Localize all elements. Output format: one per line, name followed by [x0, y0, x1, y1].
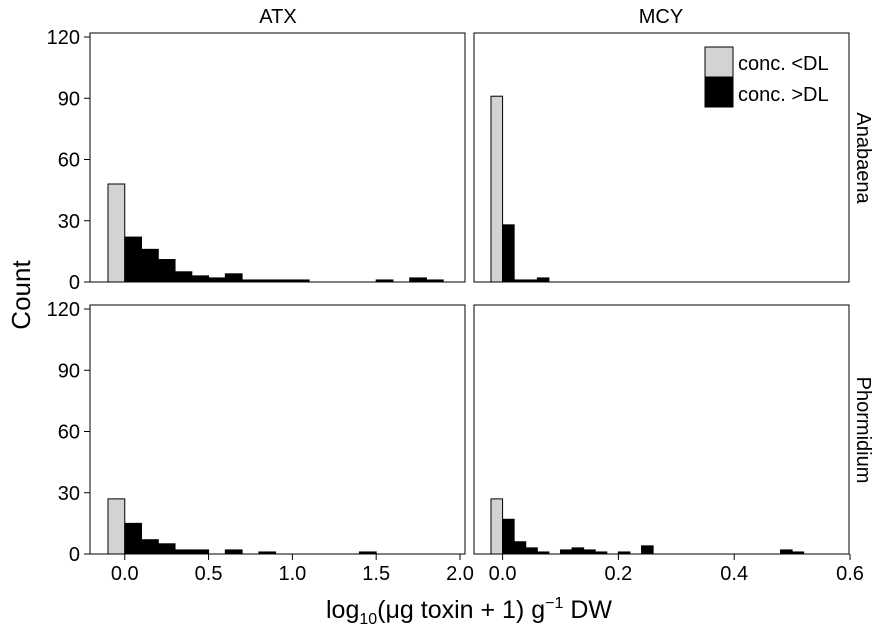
bar-above-dl-atx-phormidium — [124, 522, 143, 555]
panel-frame-mcy-anabaena — [473, 32, 850, 283]
panel-frame-mcy-phormidium — [473, 304, 850, 555]
x-axis-label-superscript: −1 — [545, 595, 563, 612]
bar-above-dl-atx-anabaena — [157, 259, 176, 283]
x-axis-label-middle: (μg toxin + 1) g — [377, 596, 545, 624]
bar-above-dl-atx-anabaena — [174, 271, 193, 283]
bar-above-dl-atx-phormidium — [141, 539, 159, 555]
bar-above-dl-atx-anabaena — [425, 279, 444, 283]
x-tick-label: 0.4 — [720, 563, 748, 585]
x-tick-label: 0.0 — [489, 563, 517, 585]
x-axis-label-prefix: log — [326, 596, 359, 624]
bar-above-dl-atx-phormidium — [258, 551, 277, 555]
x-tick-label: 1.5 — [362, 563, 390, 585]
bar-above-dl-atx-anabaena — [241, 279, 260, 283]
row-strip-phormidium: Phormidium — [852, 377, 874, 484]
y-tick-label: 120 — [47, 299, 80, 321]
y-axis-label: Count — [6, 260, 36, 330]
bar-above-dl-atx-anabaena — [375, 279, 394, 283]
legend-swatch-below-dl — [704, 46, 734, 78]
x-axis-label: log10(μg toxin + 1) g−1 DW — [326, 595, 612, 628]
bar-above-dl-mcy-phormidium — [559, 549, 573, 555]
x-tick-label: 2.0 — [446, 563, 474, 585]
x-tick-label: 0.5 — [195, 563, 223, 585]
bar-below-dl-mcy-phormidium — [490, 498, 504, 555]
panels-layer — [89, 32, 850, 555]
bar-below-dl-atx-phormidium — [107, 498, 126, 555]
axes-layer: 0 30 60 90 120 0 30 60 90 120 0.0 0.5 1.0 1.5 2.0 0.0 0.… — [47, 27, 864, 585]
bar-above-dl-atx-anabaena — [208, 277, 226, 283]
bar-above-dl-mcy-phormidium — [641, 545, 654, 555]
bar-above-dl-atx-anabaena — [409, 277, 427, 283]
bar-above-dl-atx-phormidium — [157, 543, 176, 555]
bar-above-dl-atx-anabaena — [275, 279, 293, 283]
y-tick-label: 60 — [58, 150, 80, 172]
bar-above-dl-atx-anabaena — [258, 279, 277, 283]
bar-above-dl-mcy-phormidium — [513, 541, 527, 555]
bar-above-dl-mcy-anabaena — [502, 224, 515, 283]
y-tick-label: 0 — [69, 272, 80, 294]
x-axis-label-suffix: DW — [563, 596, 612, 624]
bar-below-dl-atx-anabaena — [107, 183, 126, 283]
bar-above-dl-mcy-phormidium — [502, 518, 515, 555]
bar-above-dl-mcy-anabaena — [525, 279, 538, 283]
panel-frame-atx-phormidium — [89, 304, 466, 555]
x-tick-label: 0.0 — [111, 563, 139, 585]
x-tick-label: 0.6 — [836, 563, 864, 585]
bar-above-dl-mcy-phormidium — [594, 551, 608, 555]
x-tick-label: 0.2 — [604, 563, 632, 585]
bar-above-dl-atx-anabaena — [141, 248, 159, 283]
bar-above-dl-mcy-anabaena — [513, 279, 527, 283]
x-tick-label: 1.0 — [278, 563, 306, 585]
bar-above-dl-mcy-phormidium — [571, 547, 585, 555]
y-tick-label: 30 — [58, 483, 80, 505]
bar-above-dl-mcy-phormidium — [617, 551, 631, 555]
bar-above-dl-atx-phormidium — [174, 549, 193, 555]
y-tick-label: 0 — [69, 544, 80, 566]
row-strip-anabaena: Anabaena — [852, 112, 874, 204]
bar-above-dl-mcy-phormidium — [536, 551, 550, 555]
bar-below-dl-mcy-anabaena — [490, 95, 504, 283]
legend: conc. <DL conc. >DL — [704, 46, 829, 108]
bar-above-dl-atx-anabaena — [124, 236, 143, 283]
y-tick-label: 30 — [58, 211, 80, 233]
legend-label-below-dl: conc. <DL — [738, 53, 829, 75]
bar-above-dl-mcy-anabaena — [536, 277, 550, 283]
bar-above-dl-atx-phormidium — [191, 549, 210, 555]
bar-above-dl-atx-phormidium — [224, 549, 243, 555]
bar-above-dl-mcy-phormidium — [525, 547, 538, 555]
bar-above-dl-atx-anabaena — [224, 273, 243, 283]
y-tick-label: 120 — [47, 27, 80, 49]
bar-above-dl-mcy-phormidium — [780, 549, 793, 555]
bar-above-dl-atx-phormidium — [358, 551, 377, 555]
bar-above-dl-mcy-phormidium — [583, 549, 596, 555]
y-tick-label: 90 — [58, 88, 80, 110]
bar-above-dl-atx-anabaena — [191, 275, 210, 283]
column-strip-atx: ATX — [259, 6, 296, 28]
panel-frame-atx-anabaena — [89, 32, 466, 283]
legend-label-above-dl: conc. >DL — [738, 84, 829, 106]
bar-above-dl-mcy-phormidium — [791, 551, 805, 555]
x-axis-label-subscript: 10 — [359, 611, 377, 628]
y-tick-label: 60 — [58, 422, 80, 444]
bar-above-dl-atx-anabaena — [291, 279, 310, 283]
y-tick-label: 90 — [58, 360, 80, 382]
column-strip-mcy: MCY — [639, 6, 683, 28]
legend-swatch-above-dl — [704, 76, 734, 108]
